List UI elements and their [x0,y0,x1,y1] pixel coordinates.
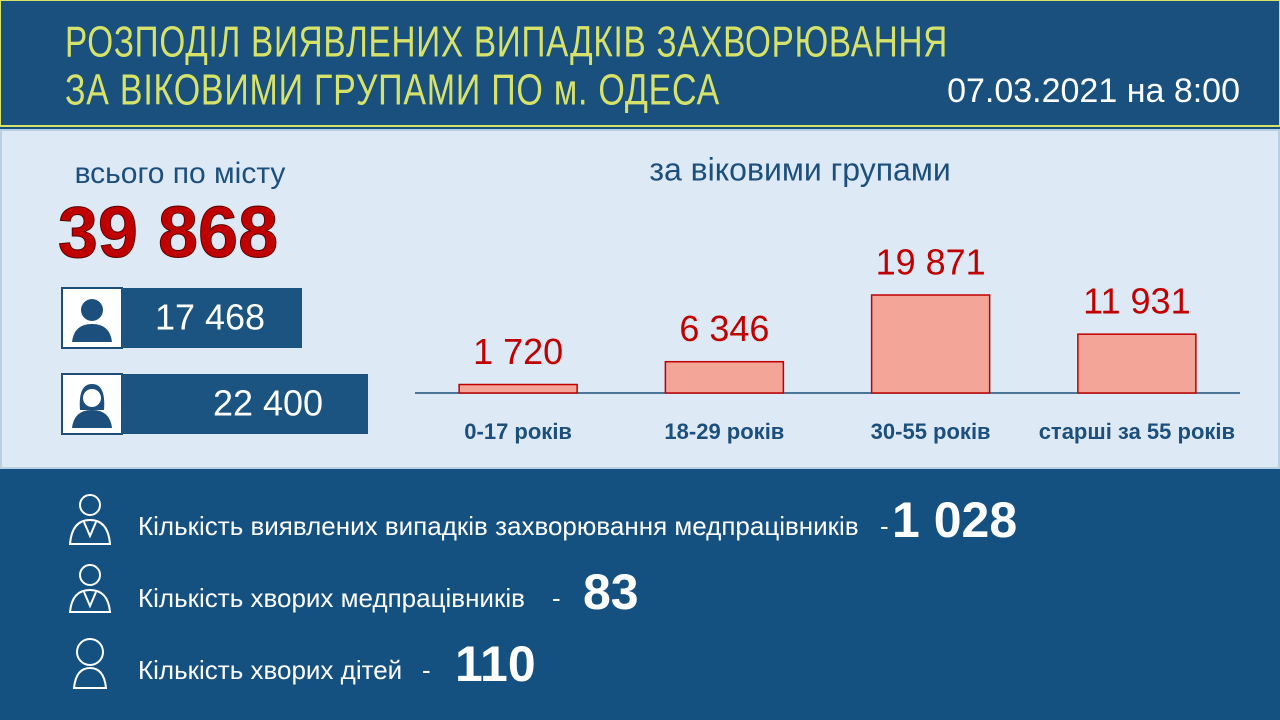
chart-title: за віковими групами [649,151,950,187]
doctor-icon [68,564,112,613]
bar [664,360,785,394]
summary-label: всього по місту [75,157,286,190]
category-label: старші за 55 років [1039,419,1235,444]
male-bar [122,288,302,348]
category-label: 0-17 років [464,419,572,444]
bar [458,383,578,394]
female-bar [122,374,368,434]
chart: 1 720 0-17 років 6 346 18-29 років 19 871 30-… [458,242,1235,444]
title: РОЗПОДІЛ ВИЯВЛЕНИХ ВИПАДКІВ ЗАХВОРЮВАННЯ [65,18,948,67]
header-panel [0,0,1280,127]
date: 07.03.2021 на 8:00 [947,72,1240,110]
stat-value: 1 028 [892,492,1017,548]
value-label: 11 931 [1083,281,1190,322]
stat-value: 83 [583,564,639,620]
female-icon [72,384,112,428]
category-label: 18-29 років [664,419,784,444]
stat-value: 110 [455,636,536,692]
stat-label: Кількість хворих дітей [138,655,402,685]
stats: Кількість виявлених випадків захворюванн… [138,492,1017,692]
bar [1077,333,1197,394]
stat-separator: - [552,583,561,613]
bar [870,294,991,394]
male-icon [72,299,112,342]
stat-separator: - [422,655,431,685]
title: ЗА ВІКОВИМИ ГРУПАМИ ПО м. ОДЕСА [65,66,720,115]
stat-label: Кількість виявлених випадків захворюванн… [138,511,859,541]
value-label: 6 346 [679,308,769,349]
doctor-icon [68,494,112,545]
value-label: 19 871 [876,242,986,283]
stat-separator: - [880,511,889,541]
category-label: 30-55 років [871,419,991,444]
female-count: 22 400 [213,383,323,424]
value-label: 1 720 [473,331,563,372]
total: 39 868 [58,193,278,273]
male-count: 17 468 [155,297,265,338]
child-icon [72,638,108,689]
stat-label: Кількість хворих медпрацівників [138,583,525,613]
